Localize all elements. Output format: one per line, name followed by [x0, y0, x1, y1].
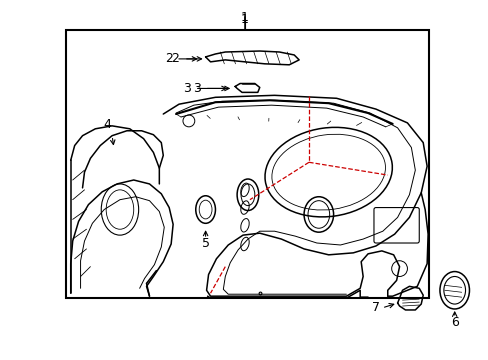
Text: 4: 4 — [103, 118, 111, 131]
Text: 7: 7 — [371, 301, 379, 315]
Text: 1: 1 — [241, 13, 248, 26]
Text: 3: 3 — [192, 82, 200, 95]
Text: 6: 6 — [450, 316, 458, 329]
Text: 3: 3 — [183, 82, 190, 95]
Text: 2: 2 — [171, 53, 179, 66]
Text: 1: 1 — [241, 11, 248, 24]
Text: 2: 2 — [165, 53, 173, 66]
Bar — [66, 30, 428, 298]
Text: 5: 5 — [201, 237, 209, 250]
